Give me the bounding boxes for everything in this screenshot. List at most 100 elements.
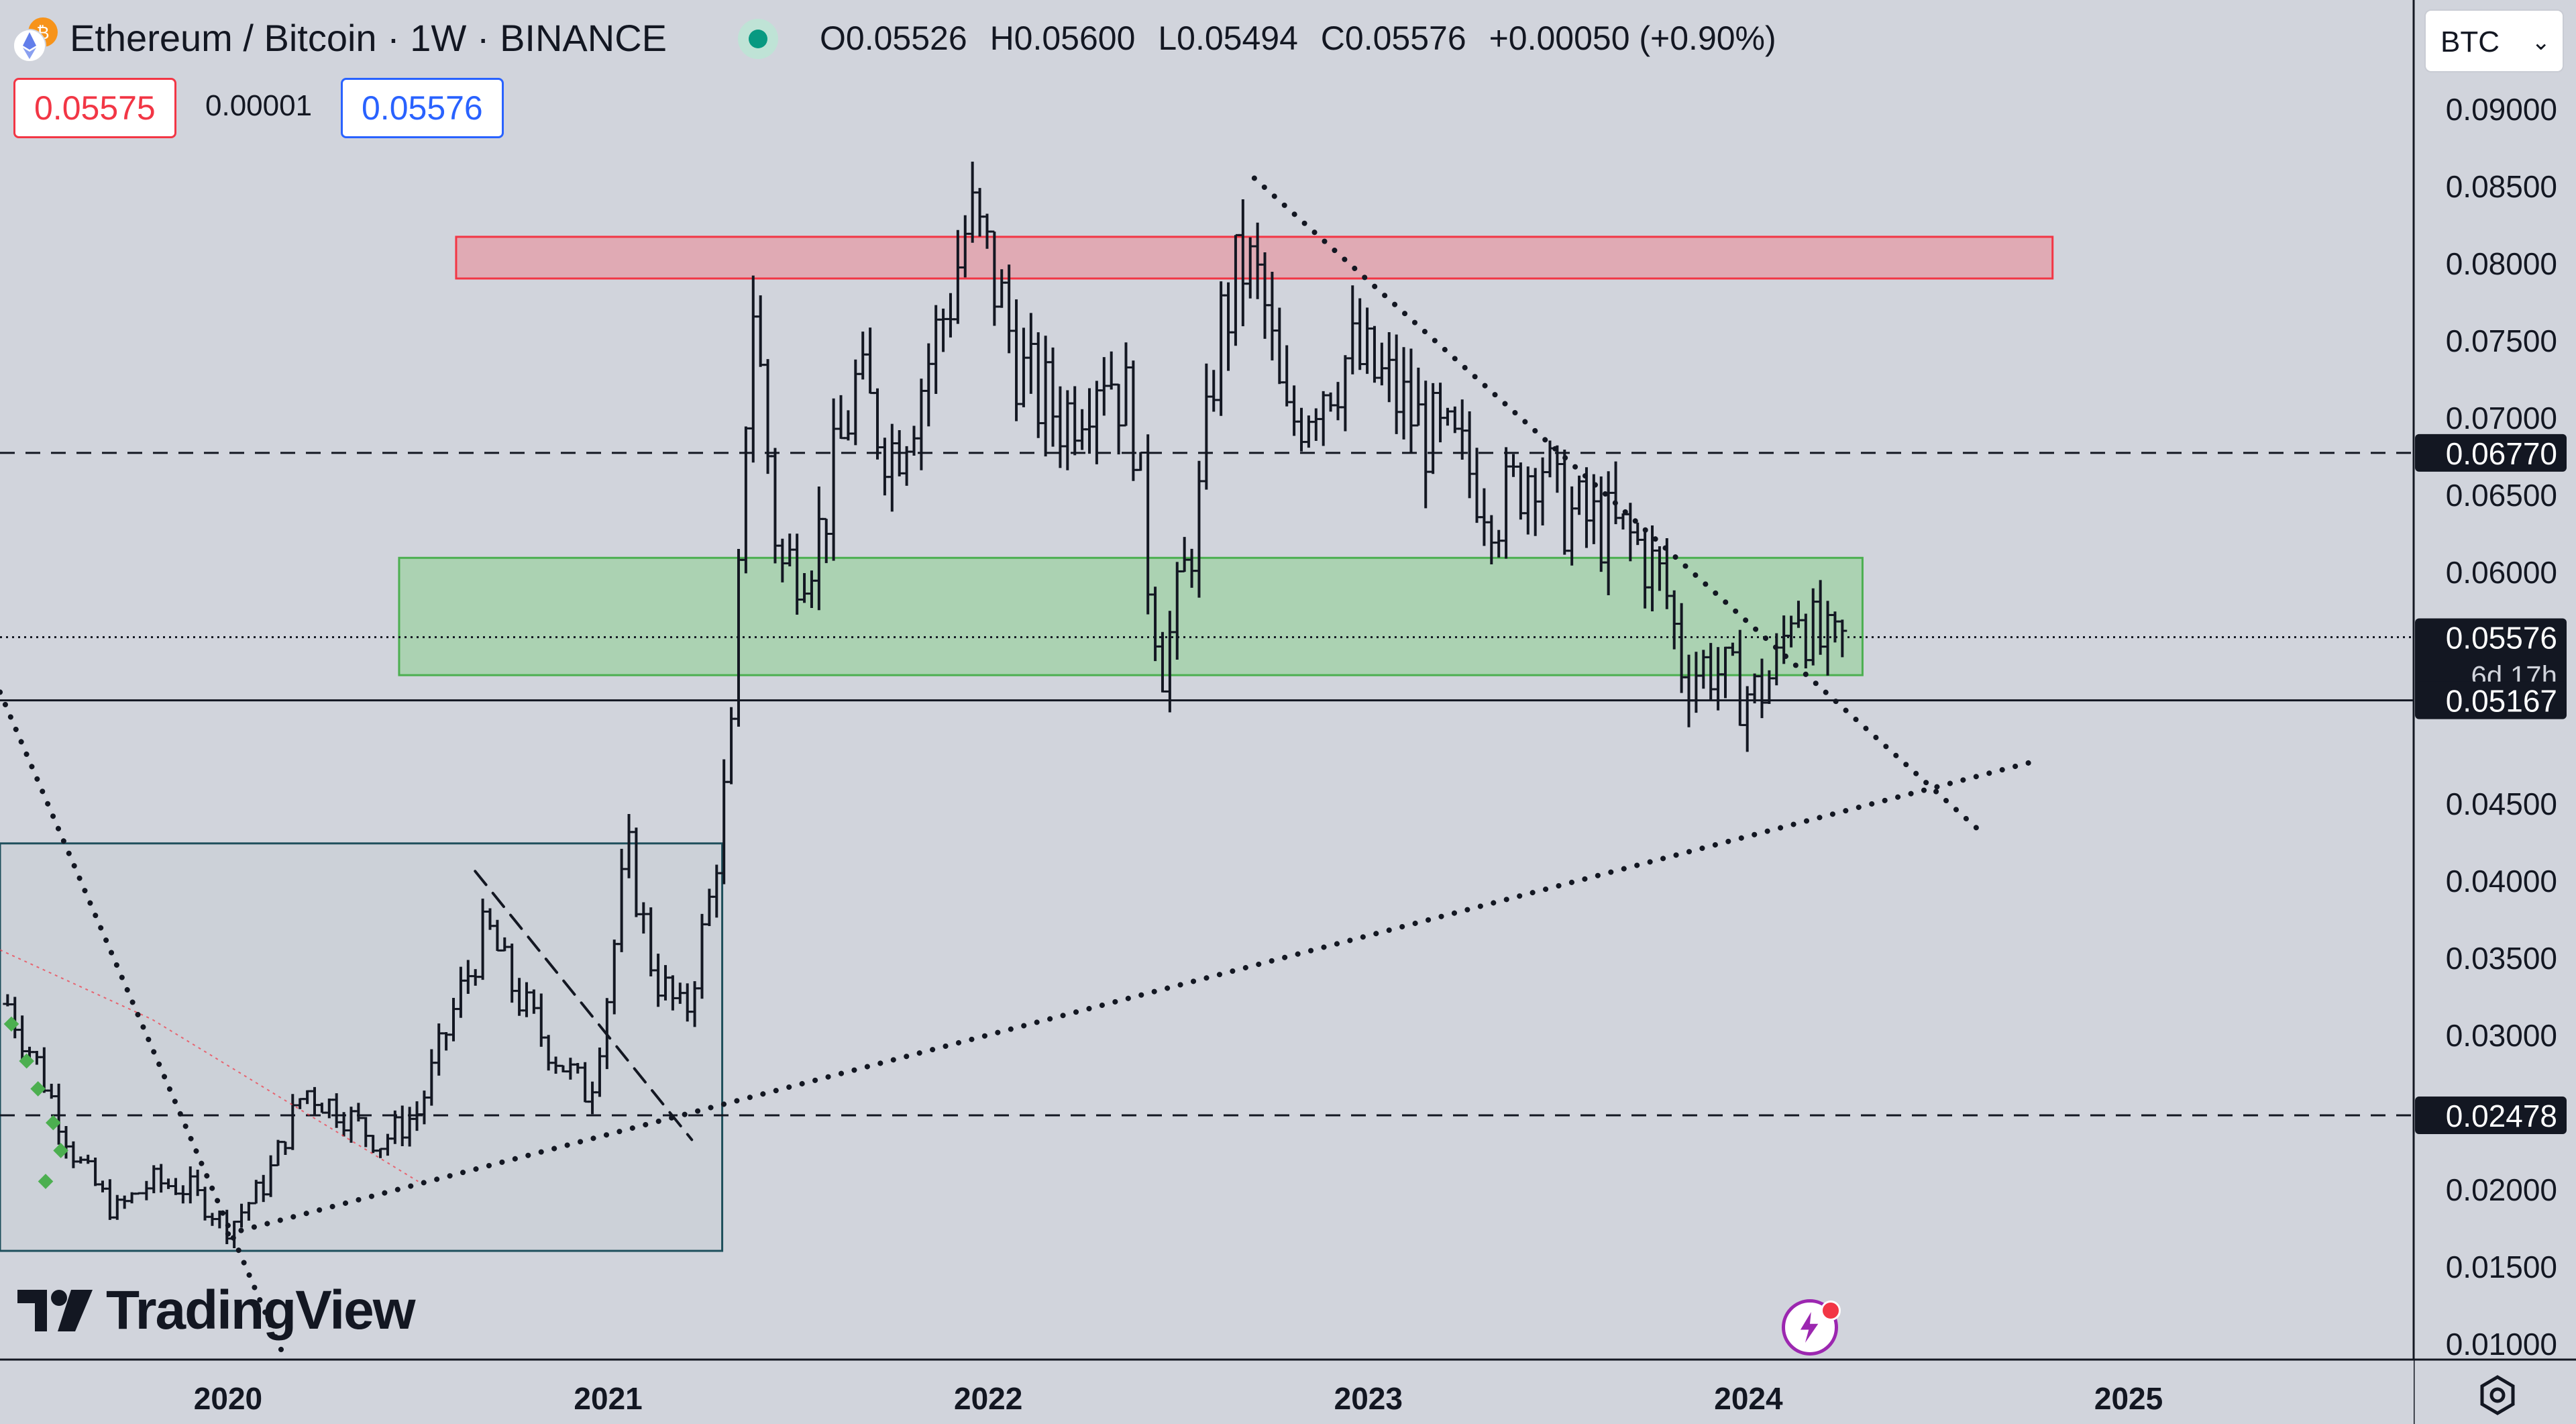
price-bar xyxy=(1128,360,1138,481)
price-bar xyxy=(1348,285,1358,374)
tradingview-logo[interactable]: TradingView xyxy=(17,1274,416,1347)
price-bar xyxy=(1333,382,1343,421)
price-bar xyxy=(1399,347,1409,440)
price-bar xyxy=(755,295,765,367)
market-status-icon[interactable] xyxy=(738,19,778,59)
time-tick-label: 2020 xyxy=(194,1381,262,1416)
price-bar xyxy=(1611,461,1621,525)
buy-button[interactable]: 0.05576 xyxy=(341,78,504,138)
trendline-3 xyxy=(1251,175,1980,831)
moving-average-line xyxy=(0,949,419,1182)
price-label-text: 0.05576 xyxy=(2446,621,2557,656)
low-value: 0.05494 xyxy=(1177,19,1298,57)
price-bar xyxy=(975,188,985,237)
price-bar xyxy=(1436,383,1446,443)
price-bar xyxy=(1267,272,1277,361)
price-tick-label: 0.08000 xyxy=(2446,246,2557,281)
tradingview-logo-text: TradingView xyxy=(106,1280,416,1341)
ohlc-legend: O0.05526 H0.05600 L0.05494 C0.05576 +0.0… xyxy=(820,15,1790,62)
price-bar xyxy=(924,343,934,427)
price-bar xyxy=(873,388,883,460)
chevron-down-icon: ⌄ xyxy=(2531,30,2551,55)
price-bar xyxy=(1311,408,1321,441)
price-bar xyxy=(1136,452,1146,471)
price-bar xyxy=(1750,673,1760,704)
price-bar xyxy=(1837,619,1847,658)
price-bar xyxy=(1063,390,1073,470)
high-label: H xyxy=(989,19,1014,57)
price-bar xyxy=(1362,307,1373,374)
price-bar xyxy=(843,410,853,441)
signal-marker xyxy=(53,1143,68,1158)
time-tick-label: 2022 xyxy=(954,1381,1022,1416)
price-bar xyxy=(1085,388,1095,454)
time-tick-label: 2021 xyxy=(574,1381,642,1416)
currency-value: BTC xyxy=(2440,26,2500,58)
price-bar xyxy=(967,161,977,243)
open-value: 0.05526 xyxy=(845,19,967,57)
trendline-1 xyxy=(0,689,288,1362)
trendline-4 xyxy=(474,870,694,1141)
price-tick-label: 0.03000 xyxy=(2446,1018,2557,1053)
close-label: C xyxy=(1320,19,1345,57)
price-bar xyxy=(1413,367,1424,427)
gear-icon[interactable] xyxy=(2477,1374,2518,1416)
price-tick-label: 0.09000 xyxy=(2446,92,2557,127)
price-bar xyxy=(1567,486,1577,566)
price-bar xyxy=(1340,355,1350,431)
price-tick-label: 0.02000 xyxy=(2446,1172,2557,1207)
price-bar xyxy=(1560,449,1570,555)
zones-layer xyxy=(0,236,2054,1252)
symbol-title[interactable]: Ethereum / Bitcoin · 1W · BINANCE xyxy=(70,17,667,59)
price-bar xyxy=(748,275,758,463)
price-tick-label: 0.07500 xyxy=(2446,323,2557,358)
notification-badge xyxy=(1821,1301,1841,1321)
price-bar xyxy=(1515,462,1525,520)
price-bar xyxy=(945,293,955,338)
price-bar xyxy=(1457,399,1467,460)
price-bar xyxy=(1275,307,1285,385)
price-bar xyxy=(1114,383,1124,455)
price-bar xyxy=(741,426,751,574)
price-bar xyxy=(1282,345,1292,407)
close-value: 0.05576 xyxy=(1344,19,1466,57)
lightning-icon[interactable] xyxy=(1782,1299,1838,1356)
price-bar xyxy=(858,332,868,380)
resistance-zone xyxy=(455,236,2054,280)
price-bar xyxy=(1070,386,1080,456)
price-bar xyxy=(1355,298,1365,370)
support-zone xyxy=(398,556,1864,676)
price-label-text: 0.06770 xyxy=(2446,436,2557,471)
symbol-logo-icon[interactable]: ₿ xyxy=(12,15,62,64)
price-bar xyxy=(1501,447,1511,559)
price-label-text: 0.05167 xyxy=(2446,684,2557,719)
price-tick-label: 0.06500 xyxy=(2446,478,2557,513)
price-bar xyxy=(865,327,875,395)
price-bar xyxy=(1303,415,1313,448)
change-value: +0.00050 (+0.90%) xyxy=(1489,19,1776,57)
price-bar xyxy=(909,425,919,456)
time-axis[interactable]: 2020 2021 2022 2023 2024 2025 xyxy=(0,1358,2576,1424)
price-bar xyxy=(1538,457,1548,525)
price-bar xyxy=(1479,488,1489,546)
price-bar xyxy=(1494,529,1504,558)
price-bar xyxy=(1216,281,1226,416)
price-bar xyxy=(1091,380,1102,464)
price-tick-label: 0.03500 xyxy=(2446,941,2557,976)
price-bar xyxy=(1391,334,1401,434)
price-bar xyxy=(1369,325,1379,383)
price-bar xyxy=(1464,411,1474,499)
high-value: 0.05600 xyxy=(1014,19,1136,57)
price-label-box xyxy=(2415,618,2567,693)
price-bar xyxy=(879,438,890,496)
price-bar xyxy=(821,517,831,564)
currency-select[interactable]: BTC ⌄ xyxy=(2424,9,2564,72)
sell-button[interactable]: 0.05575 xyxy=(13,78,176,138)
price-bar xyxy=(1326,392,1336,412)
open-label: O xyxy=(820,19,846,57)
price-bar xyxy=(1224,282,1234,371)
price-bar xyxy=(1581,467,1591,548)
price-bar xyxy=(1377,342,1387,386)
